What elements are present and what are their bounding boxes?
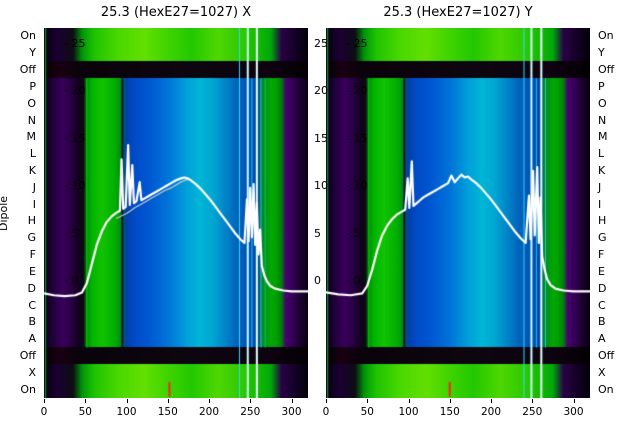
dipole-row-label: A <box>598 332 606 346</box>
dipole-row-label: E <box>29 264 36 278</box>
x-tick-mark <box>449 399 451 403</box>
dipole-row-label: G <box>598 231 607 245</box>
x-axis-y: 0 50 100 150 200 250 300 <box>322 399 590 419</box>
x-tick-label: 200 <box>198 406 220 418</box>
x-tick-mark <box>167 399 169 403</box>
x-tick-mark <box>573 399 575 403</box>
dipole-row-label: I <box>598 197 602 211</box>
heatmap-panel-x: - 25- 20- 15- 10- 5- 0 <box>44 28 308 398</box>
inner-axis-right-labels-x: 25 20 15 10 5 0 <box>312 28 336 398</box>
dipole-row-label: D <box>598 281 607 295</box>
dipole-row-label: A <box>28 332 36 346</box>
dipole-row-label: Y <box>598 46 605 60</box>
dipole-row-label: P <box>598 79 605 93</box>
dipole-row-label: On <box>20 29 36 43</box>
chart-title-x: 25.3 (HexE27=1027) X <box>100 5 252 20</box>
x-tick-mark <box>532 399 534 403</box>
dipole-row-label: M <box>598 130 608 144</box>
x-tick-label: 300 <box>281 406 302 418</box>
x-tick-label: 0 <box>322 406 330 418</box>
x-tick-label: 250 <box>522 406 543 418</box>
dipole-row-label: Off <box>598 348 615 362</box>
dipole-axis-left: On Y Off P O N M L K J I H G F E D C B A Off X On <box>6 28 36 398</box>
x-tick-mark <box>291 399 293 403</box>
dipole-row-label: M <box>26 130 37 144</box>
dipole-row-label: O <box>27 96 36 110</box>
dipole-row-label: H <box>598 214 607 228</box>
x-tick-mark <box>326 399 327 403</box>
heatmap-canvas-y <box>326 28 590 398</box>
dipole-row-label: N <box>598 113 607 127</box>
x-tick-label: 0 <box>40 406 48 418</box>
dipole-row-label: I <box>32 197 36 211</box>
right-axis-tick-label: 5 <box>314 226 321 240</box>
dipole-row-label: B <box>28 315 36 329</box>
dipole-row-label: P <box>29 79 36 93</box>
dipole-row-label: Y <box>29 46 36 60</box>
x-tick-label: 250 <box>240 406 261 418</box>
heatmap-canvas-x <box>44 28 308 398</box>
x-tick-mark <box>126 399 128 403</box>
right-axis-tick-label: 20 <box>314 84 328 97</box>
dipole-row-label: L <box>598 147 605 161</box>
dipole-row-label: O <box>598 96 607 110</box>
x-tick-mark <box>250 399 252 403</box>
x-tick-label: 100 <box>398 406 419 418</box>
dipole-row-label: L <box>29 147 36 161</box>
dipole-row-label: X <box>598 365 606 379</box>
dipole-row-label: N <box>27 113 36 127</box>
x-tick-label: 150 <box>157 406 178 418</box>
right-axis-tick-label: 15 <box>314 131 328 145</box>
x-tick-label: 150 <box>439 406 460 418</box>
dipole-row-label: F <box>29 248 36 262</box>
dipole-row-label: On <box>598 29 614 43</box>
dipole-row-label: B <box>598 315 606 329</box>
dipole-row-label: J <box>32 180 36 194</box>
x-tick-mark <box>408 399 410 403</box>
x-tick-label: 50 <box>360 406 374 418</box>
dipole-row-label: K <box>598 163 606 177</box>
x-tick-label: 300 <box>563 406 584 418</box>
dipole-row-label: Off <box>19 63 36 77</box>
x-tick-mark <box>367 399 369 403</box>
x-tick-mark <box>209 399 210 403</box>
x-axis-x: 0 50 100 150 200 250 300 <box>40 399 308 419</box>
x-tick-label: 100 <box>116 406 137 418</box>
chart-title-y: 25.3 (HexE27=1027) Y <box>383 5 533 20</box>
dipole-row-label: X <box>28 365 36 379</box>
dipole-axis-right: On Y Off P O N M L K J I H G F E D C B A Off X On <box>598 28 636 398</box>
x-tick-mark <box>85 399 87 403</box>
x-tick-mark <box>491 399 492 403</box>
dipole-row-label: Off <box>598 63 615 77</box>
dipole-row-label: F <box>598 248 605 262</box>
x-tick-mark <box>44 399 45 403</box>
right-axis-tick-label: 0 <box>314 274 321 287</box>
dipole-row-label: C <box>598 298 606 312</box>
x-tick-label: 50 <box>78 406 92 418</box>
dipole-row-label: D <box>27 281 36 295</box>
dipole-row-label: K <box>28 163 36 177</box>
dipole-row-label: Off <box>19 348 36 362</box>
dipole-row-label: G <box>27 231 36 245</box>
heatmap-panel-y: - 25- 20- 15- 10- 5- 0 <box>326 28 590 398</box>
right-axis-tick-label: 25 <box>314 36 328 50</box>
dipole-row-label: H <box>27 214 36 228</box>
dipole-row-label: J <box>598 180 602 194</box>
dipole-row-label: On <box>20 382 36 396</box>
x-tick-label: 200 <box>480 406 502 418</box>
dipole-row-label: E <box>598 264 605 278</box>
right-axis-tick-label: 10 <box>314 179 328 192</box>
dipole-row-label: On <box>598 382 614 396</box>
dipole-row-label: C <box>28 298 36 312</box>
